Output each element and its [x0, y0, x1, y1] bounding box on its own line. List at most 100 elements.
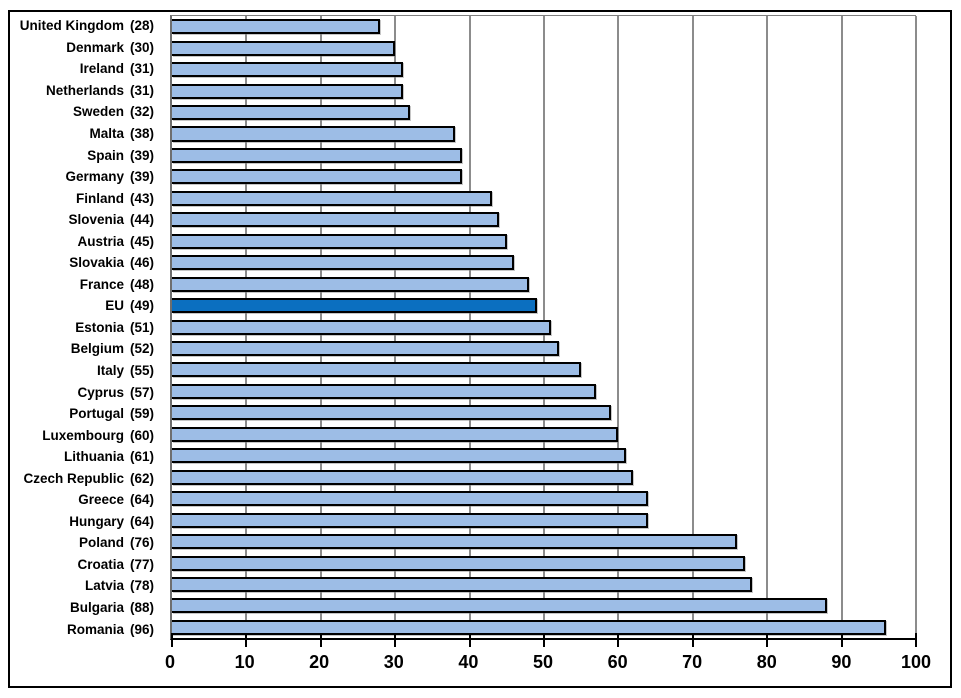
category-value: (46) [129, 255, 154, 271]
category-label: Slovenia (44) [10, 209, 162, 231]
category-value: (32) [129, 104, 154, 120]
bar-portugal [172, 405, 611, 421]
x-axis-tick-20 [319, 633, 322, 647]
category-name: Lithuania [63, 449, 124, 465]
category-value: (76) [129, 535, 154, 551]
bar-luxembourg [172, 426, 619, 442]
x-axis-label-50: 50 [532, 652, 554, 672]
bar-malta [172, 126, 455, 142]
category-name: Slovakia [69, 255, 124, 271]
category-label: Latvia (78) [10, 575, 162, 597]
category-name: Slovenia [68, 212, 124, 228]
category-value: (31) [129, 82, 154, 98]
bar-row-denmark [172, 37, 916, 58]
gridline-90 [840, 16, 843, 638]
category-label: EU (49) [10, 295, 162, 317]
category-label: Italy (55) [10, 360, 162, 382]
category-label: Slovakia (46) [10, 252, 162, 274]
bar-cyprus [172, 383, 597, 399]
bar-france [172, 276, 530, 292]
category-value: (38) [129, 126, 154, 141]
category-label: Greece (64) [10, 489, 162, 511]
bar-latvia [172, 577, 753, 593]
bar-finland [172, 190, 492, 206]
category-label: Luxembourg (60) [10, 424, 162, 446]
gridline-60 [617, 16, 620, 638]
bar-row-estonia [172, 316, 916, 337]
category-value: (45) [129, 233, 154, 249]
x-axis-tick-10 [245, 633, 248, 647]
x-axis-tick-100 [915, 633, 917, 647]
category-name: United Kingdom [19, 18, 124, 34]
bar-row-slovenia [172, 209, 916, 230]
x-axis-label-90: 90 [831, 652, 852, 672]
chart-figure: United Kingdom (28) Denmark (30) Ireland (31)… [8, 10, 952, 688]
bar-romania [172, 619, 887, 635]
bar-italy [172, 362, 582, 378]
x-axis-label-60: 60 [607, 652, 628, 672]
category-value: (39) [129, 147, 154, 163]
category-name: Portugal [69, 406, 124, 422]
category-label: Estonia (51) [10, 317, 162, 339]
category-value: (57) [129, 384, 154, 400]
x-axis-tick-0 [171, 633, 173, 647]
bar-austria [172, 233, 507, 249]
category-label: Denmark (30) [10, 37, 162, 59]
category-name: Austria [77, 233, 124, 249]
bar-row-poland [172, 531, 916, 552]
category-name: Sweden [72, 104, 124, 120]
bar-row-austria [172, 231, 916, 252]
category-label: Romania (96) [10, 618, 162, 640]
x-axis-label-70: 70 [682, 652, 703, 672]
category-label: United Kingdom (28) [10, 15, 162, 37]
x-axis-tick-50 [543, 633, 545, 647]
gridline-70 [691, 16, 694, 638]
x-axis-tick-40 [468, 633, 471, 647]
bar-estonia [172, 319, 552, 335]
category-value: (48) [129, 276, 154, 292]
category-value: (52) [129, 341, 154, 357]
bar-row-latvia [172, 574, 916, 595]
bar-row-united-kingdom [172, 16, 916, 37]
category-name: Greece [78, 492, 124, 508]
category-label: Czech Republic (62) [10, 467, 162, 489]
bar-row-belgium [172, 338, 916, 359]
category-name: Finland [75, 190, 124, 206]
bar-netherlands [172, 83, 403, 99]
category-label: Ireland (31) [10, 58, 162, 80]
category-label: Germany (39) [10, 166, 162, 188]
category-value: (44) [129, 212, 154, 228]
category-value: (31) [129, 61, 154, 77]
category-name: Bulgaria [69, 600, 124, 616]
bar-row-sweden [172, 102, 916, 123]
x-axis-label-30: 30 [383, 652, 404, 672]
bar-denmark [172, 40, 396, 56]
x-axis-tick-60 [617, 633, 620, 647]
x-axis-label-40: 40 [458, 652, 479, 672]
category-value: (64) [129, 492, 154, 508]
y-axis-category-labels: United Kingdom (28) Denmark (30) Ireland (31)… [10, 15, 162, 640]
category-name: EU [105, 298, 124, 314]
bar-hungary [172, 512, 649, 528]
bar-row-italy [172, 359, 916, 380]
bar-row-croatia [172, 552, 916, 573]
category-label: Lithuania (61) [10, 446, 162, 468]
category-value: (55) [129, 363, 154, 379]
bar-row-bulgaria [172, 595, 916, 616]
bar-croatia [172, 555, 745, 571]
category-label: Sweden (32) [10, 101, 162, 123]
plot-area [170, 15, 917, 647]
category-name: Croatia [77, 556, 124, 572]
x-axis-label-10: 10 [234, 652, 255, 672]
bar-spain [172, 147, 463, 163]
category-value: (43) [129, 190, 154, 206]
category-label: Portugal (59) [10, 403, 162, 425]
bar-row-czech-republic [172, 467, 916, 488]
bar-row-netherlands [172, 80, 916, 101]
category-name: Czech Republic [23, 470, 124, 486]
gridline-100 [915, 16, 917, 638]
category-value: (78) [129, 578, 154, 594]
bar-row-eu [172, 295, 916, 316]
bar-row-malta [172, 123, 916, 144]
category-value: (39) [129, 169, 154, 185]
